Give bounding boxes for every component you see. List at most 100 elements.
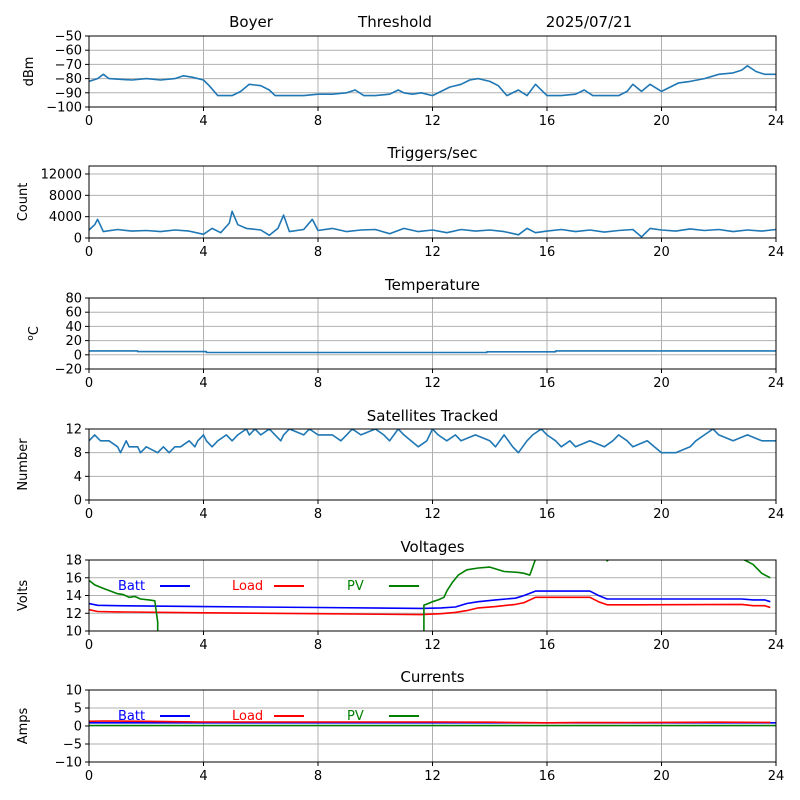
- x-tick-label: 12: [424, 376, 441, 391]
- x-tick-label: 16: [539, 245, 556, 260]
- x-tick-label: 8: [314, 245, 322, 260]
- y-tick-label: 5: [74, 702, 82, 717]
- panel-triggers: 0 4 8 12 16 20 24 0 4000 8000 12000 Count Triggers/s…: [16, 144, 784, 260]
- header-date: 2025/07/21: [546, 13, 632, 31]
- x-tick-label: 12: [424, 769, 441, 784]
- y-tick-label: 0: [74, 494, 82, 509]
- y-axis-label: Amps: [16, 707, 31, 744]
- panel-title: Currents: [400, 668, 464, 686]
- panel-currents: 0 4 8 12 16 20 24 −10 −5 0 5 10 Amps Currents Batt Load…: [16, 668, 784, 784]
- y-tick-label: 60: [65, 306, 82, 321]
- x-tick-label: 20: [653, 114, 670, 129]
- x-tick-label: 24: [768, 114, 785, 129]
- y-tick-label: 14: [65, 589, 82, 604]
- header: Boyer Threshold 2025/07/21: [229, 13, 632, 31]
- x-tick-label: 4: [199, 114, 207, 129]
- x-tick-label: 24: [768, 769, 785, 784]
- y-tick-label: −60: [55, 44, 82, 59]
- header-label: Threshold: [357, 13, 432, 31]
- x-tick-label: 8: [314, 769, 322, 784]
- y-tick-label: 4: [74, 470, 82, 485]
- legend-label-pv: PV: [347, 579, 364, 594]
- x-tick-label: 16: [539, 638, 556, 653]
- panel-threshold: 0 4 8 12 16 20 24 −100−90−80−70−60−50 dBm: [22, 30, 784, 130]
- x-tick-label: 20: [653, 769, 670, 784]
- y-tick-label: 4000: [49, 210, 82, 225]
- series-line: [89, 350, 776, 354]
- x-tick-label: 12: [424, 114, 441, 129]
- y-tick-label: −100: [46, 101, 82, 116]
- y-tick-label: 12000: [41, 168, 82, 183]
- header-station: Boyer: [229, 13, 274, 31]
- series-line: [89, 65, 776, 97]
- y-axis-label: Count: [16, 183, 31, 222]
- x-tick-label: 20: [653, 638, 670, 653]
- x-tick-label: 24: [768, 507, 785, 522]
- x-tick-label: 16: [539, 376, 556, 391]
- y-tick-label: 12: [65, 423, 82, 438]
- y-tick-label: 0: [74, 348, 82, 363]
- x-tick-label: 4: [199, 769, 207, 784]
- x-tick-label: 8: [314, 638, 322, 653]
- x-tick-label: 4: [199, 638, 207, 653]
- y-tick-label: 20: [65, 334, 82, 349]
- x-tick-label: 12: [424, 245, 441, 260]
- x-tick-label: 16: [539, 507, 556, 522]
- legend-label-load: Load: [232, 579, 263, 594]
- series-batt-line: [89, 590, 771, 610]
- series-load-line: [89, 720, 771, 724]
- y-tick-label: 18: [65, 554, 82, 569]
- y-tick-label: −20: [55, 363, 82, 378]
- series-line: [89, 210, 776, 238]
- legend-label-load: Load: [232, 709, 263, 724]
- x-tick-label: 0: [85, 114, 93, 129]
- x-tick-label: 0: [85, 638, 93, 653]
- legend-label-batt: Batt: [118, 709, 145, 724]
- y-tick-label: −50: [55, 30, 82, 45]
- x-tick-label: 4: [199, 376, 207, 391]
- x-tick-label: 4: [199, 245, 207, 260]
- x-tick-label: 16: [539, 114, 556, 129]
- y-tick-label: −90: [55, 86, 82, 101]
- y-tick-label: 8: [74, 446, 82, 461]
- y-axis-label: Volts: [16, 580, 31, 612]
- x-tick-label: 0: [85, 245, 93, 260]
- y-tick-label: 40: [65, 320, 82, 335]
- x-tick-label: 12: [424, 638, 441, 653]
- y-tick-label: 16: [65, 571, 82, 586]
- y-tick-label: 80: [65, 292, 82, 307]
- panel-title: Temperature: [384, 276, 480, 294]
- panel-satellites: 0 4 8 12 16 20 24 0 4 8 12 Number Satellites Tracked: [16, 407, 784, 522]
- unit-text: C: [27, 326, 42, 335]
- series-pv-line: [89, 560, 771, 631]
- legend-label-batt: Batt: [118, 579, 145, 594]
- y-axis-label: dBm: [22, 57, 37, 87]
- y-tick-label: −70: [55, 58, 82, 73]
- panel-title: Satellites Tracked: [367, 407, 498, 425]
- legend-label-pv: PV: [347, 709, 364, 724]
- y-tick-label: 12: [65, 607, 82, 622]
- series-line: [89, 429, 776, 454]
- x-tick-label: 8: [314, 507, 322, 522]
- y-axis-label: oC: [26, 326, 42, 341]
- x-tick-label: 24: [768, 376, 785, 391]
- y-tick-label: 10: [65, 625, 82, 640]
- x-tick-label: 8: [314, 114, 322, 129]
- x-tick-label: 0: [85, 507, 93, 522]
- y-tick-label: 10: [65, 684, 82, 699]
- x-tick-label: 4: [199, 507, 207, 522]
- x-tick-label: 0: [85, 376, 93, 391]
- x-tick-label: 24: [768, 245, 785, 260]
- x-tick-label: 12: [424, 507, 441, 522]
- y-tick-label: 8000: [49, 189, 82, 204]
- y-tick-label: −10: [55, 756, 82, 771]
- panel-title: Triggers/sec: [387, 144, 478, 162]
- x-tick-label: 16: [539, 769, 556, 784]
- x-tick-label: 20: [653, 507, 670, 522]
- x-tick-label: 8: [314, 376, 322, 391]
- x-tick-label: 20: [653, 245, 670, 260]
- x-tick-label: 24: [768, 638, 785, 653]
